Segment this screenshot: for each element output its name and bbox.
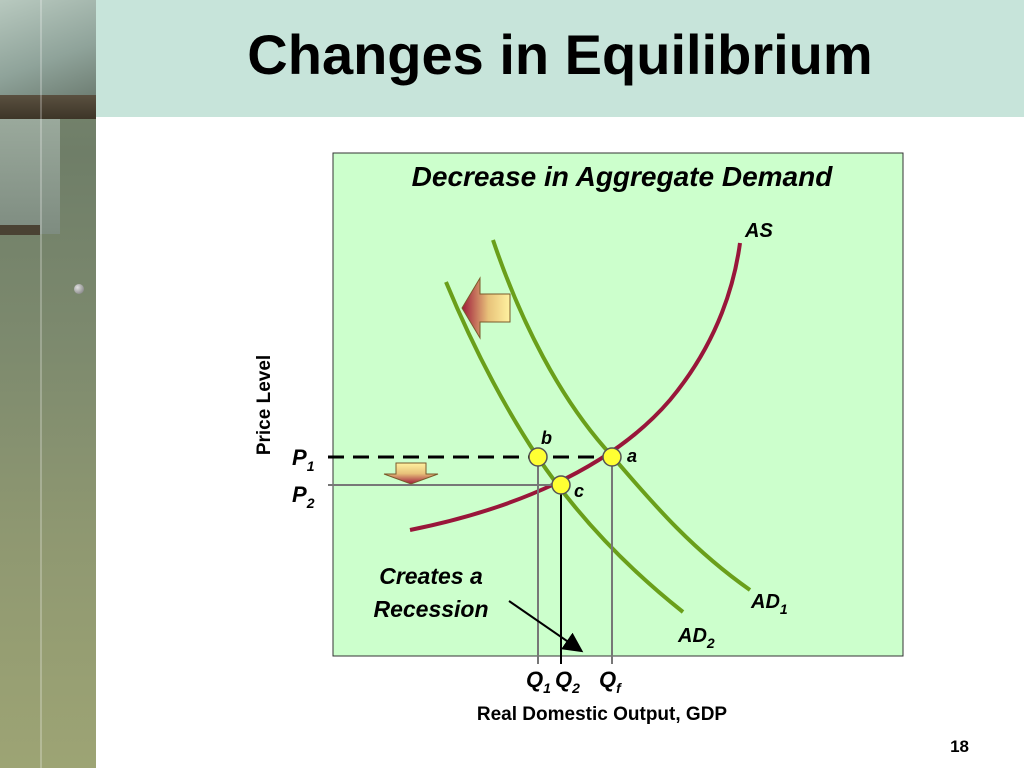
bolt-icon <box>74 284 84 294</box>
price-down-arrow-icon <box>383 462 439 485</box>
diagram-heading: Decrease in Aggregate Demand <box>412 161 834 192</box>
annotation-line-2: Recession <box>373 596 488 622</box>
point-a-label: a <box>627 446 637 466</box>
as-curve-label: AS <box>744 220 773 242</box>
title-band <box>96 0 1024 117</box>
annotation-arrow <box>508 600 584 653</box>
decorative-block <box>0 119 60 234</box>
decorative-ledge <box>0 225 40 235</box>
shift-left-arrow-icon <box>461 276 511 340</box>
equilibrium-point-c <box>551 475 571 495</box>
q2-label: Q2 <box>555 667 580 696</box>
qf-label: Qf <box>599 667 622 696</box>
point-c-label: c <box>574 481 584 501</box>
page-number: 18 <box>950 737 969 756</box>
decorative-line <box>40 0 42 768</box>
as-curve <box>409 242 742 532</box>
annotation-line-1: Creates a <box>379 563 483 589</box>
x-axis-label: Real Domestic Output, GDP <box>477 704 728 725</box>
point-b-label: b <box>541 428 552 448</box>
decorative-ledge <box>0 95 96 119</box>
ad1-curve-label: AD1 <box>750 591 788 617</box>
ad2-curve-label: AD2 <box>677 625 715 651</box>
q1-label: Q1 <box>526 667 551 696</box>
p1-label: P1 <box>292 445 315 474</box>
decorative-side-strip <box>0 0 96 768</box>
decorative-block <box>0 0 96 95</box>
y-axis-label: Price Level <box>254 355 275 455</box>
slide-title: Changes in Equilibrium <box>247 23 873 86</box>
p2-label: P2 <box>292 482 315 511</box>
equilibrium-point-b <box>528 447 548 467</box>
equilibrium-point-a <box>602 447 622 467</box>
chart-panel <box>332 152 904 657</box>
